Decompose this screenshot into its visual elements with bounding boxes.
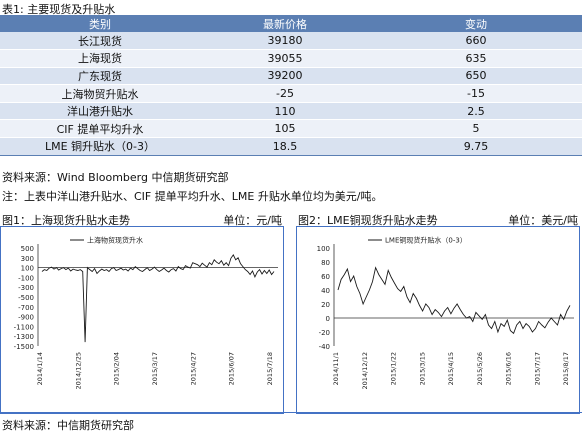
x-tick-label: 2014/1/14 <box>36 352 44 385</box>
price-table: 类别 最新价格 变动 长江现货 39180 660 上海现货 39055 635… <box>0 15 582 156</box>
header-category: 类别 <box>0 15 200 32</box>
table-title: 表1: 主要现货及升贴水 <box>2 3 116 16</box>
table-source: 资料来源：Wind Bloomberg 中信期货研究部 <box>2 171 229 184</box>
table-row: 上海物贸升贴水 -25 -15 <box>0 84 582 103</box>
x-tick-label: 2015/3/17 <box>151 352 159 385</box>
y-tick-label: 40 <box>321 287 330 295</box>
series-line <box>337 266 571 335</box>
legend-label: 上海物贸现货升水 <box>87 236 143 245</box>
x-tick-label: 2015/6/07 <box>228 352 236 385</box>
legend-label: LME铜现货升贴水（0-3） <box>385 236 467 245</box>
y-tick-label: -1500 <box>14 343 34 351</box>
cell-category: LME 铜升贴水（0-3） <box>0 137 200 156</box>
cell-change: 660 <box>370 32 582 51</box>
cell-change: 5 <box>370 119 582 139</box>
cell-category: 上海物贸升贴水 <box>0 84 200 103</box>
y-tick-label: 80 <box>321 259 330 267</box>
x-tick-label: 2014/12/25 <box>74 352 82 389</box>
y-tick-label: -300 <box>18 284 34 292</box>
y-tick-label: -1300 <box>14 333 34 341</box>
y-tick-label: -700 <box>18 304 34 312</box>
chart-lme-premium: 图2：LME铜现货升贴水走势 单位：美元/吨 100 80 60 40 20 0 -20 -4… <box>296 209 582 414</box>
y-tick-label: 300 <box>21 255 34 263</box>
cell-change: 9.75 <box>370 137 582 156</box>
chart1-frame <box>0 226 284 414</box>
header-change: 变动 <box>370 15 582 32</box>
x-tick-label: 2015/1/22 <box>390 352 398 385</box>
x-tick-label: 2015/4/27 <box>189 352 197 385</box>
cell-category: CIF 提单平均升水 <box>0 119 200 139</box>
x-tick-label: 2015/6/16 <box>505 352 513 385</box>
y-tick-label: 60 <box>321 273 330 281</box>
chart1-unit: 单位：元/吨 <box>223 214 282 227</box>
cell-price: -25 <box>200 84 370 103</box>
cell-price: 105 <box>200 119 370 139</box>
chart2-frame <box>296 226 580 414</box>
chart-shanghai-premium: 图1：上海现货升贴水走势 单位：元/吨 500 300 100 -100 -300 -50… <box>0 209 286 414</box>
y-tick-label: -40 <box>319 343 330 351</box>
table-row: 长江现货 39180 660 <box>0 32 582 51</box>
x-tick-label: 2014/11/1 <box>332 352 340 385</box>
table-row: LME 铜升贴水（0-3） 18.5 9.75 <box>0 137 582 156</box>
cell-change: 635 <box>370 49 582 68</box>
chart2-title: 图2：LME铜现货升贴水走势 <box>298 214 438 227</box>
chart1-plot: 500 300 100-100 -300 -500 -700 -900-1100 -1300 -… <box>14 236 278 389</box>
x-tick-label: 2014/12/12 <box>361 352 369 389</box>
y-tick-label: 100 <box>317 245 330 253</box>
cell-price: 18.5 <box>200 137 370 156</box>
table-header-row: 类别 最新价格 变动 <box>0 15 582 32</box>
x-tick-label: 2015/3/15 <box>418 352 426 385</box>
y-tick-label: 100 <box>21 265 34 273</box>
y-tick-label: 0 <box>326 315 330 323</box>
cell-price: 110 <box>200 102 370 121</box>
y-tick-label: -20 <box>319 329 330 337</box>
cell-category: 上海现货 <box>0 49 200 68</box>
cell-category: 洋山港升贴水 <box>0 102 200 121</box>
table-row: 上海现货 39055 635 <box>0 49 582 68</box>
table-row: 广东现货 39200 650 <box>0 67 582 86</box>
y-tick-label: -1100 <box>14 323 34 331</box>
cell-price: 39055 <box>200 49 370 68</box>
cell-category: 长江现货 <box>0 32 200 51</box>
cell-change: 650 <box>370 67 582 86</box>
cell-price: 39180 <box>200 32 370 51</box>
footer-divider <box>0 412 582 413</box>
footer-source: 资料来源：中信期货研究部 <box>2 419 134 432</box>
table-note: 注：上表中洋山港升贴水、CIF 提单平均升水、LME 升贴水单位均为美元/吨。 <box>2 190 383 203</box>
y-tick-label: 500 <box>21 245 34 253</box>
y-tick-label: 20 <box>321 301 330 309</box>
x-tick-label: 2015/2/04 <box>113 352 121 385</box>
chart2-unit: 单位：美元/吨 <box>508 214 578 227</box>
y-tick-label: -900 <box>18 314 34 322</box>
cell-category: 广东现货 <box>0 67 200 86</box>
x-tick-label: 2015/7/17 <box>533 352 541 385</box>
series-line <box>41 254 275 343</box>
cell-change: 2.5 <box>370 102 582 121</box>
header-price: 最新价格 <box>200 15 370 32</box>
cell-change: -15 <box>370 84 582 103</box>
y-tick-label: -500 <box>18 294 34 302</box>
x-tick-label: 2015/5/26 <box>476 352 484 385</box>
chart1-title: 图1：上海现货升贴水走势 <box>2 214 130 227</box>
cell-price: 39200 <box>200 67 370 86</box>
x-tick-label: 2015/4/15 <box>447 352 455 385</box>
table-row: CIF 提单平均升水 105 5 <box>0 119 582 139</box>
x-tick-label: 2015/8/17 <box>562 352 570 385</box>
y-tick-label: -100 <box>18 274 34 282</box>
x-tick-label: 2015/7/18 <box>266 352 274 385</box>
table-row: 洋山港升贴水 110 2.5 <box>0 102 582 121</box>
